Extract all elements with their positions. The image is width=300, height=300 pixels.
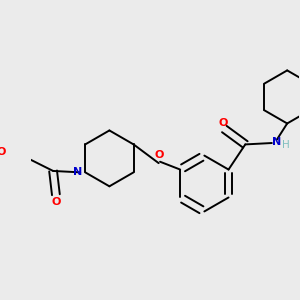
Text: N: N <box>73 167 83 177</box>
Text: H: H <box>282 140 290 150</box>
Text: O: O <box>51 197 61 208</box>
Text: O: O <box>0 147 6 157</box>
Text: N: N <box>272 136 282 147</box>
Text: O: O <box>154 150 164 160</box>
Text: O: O <box>218 118 228 128</box>
